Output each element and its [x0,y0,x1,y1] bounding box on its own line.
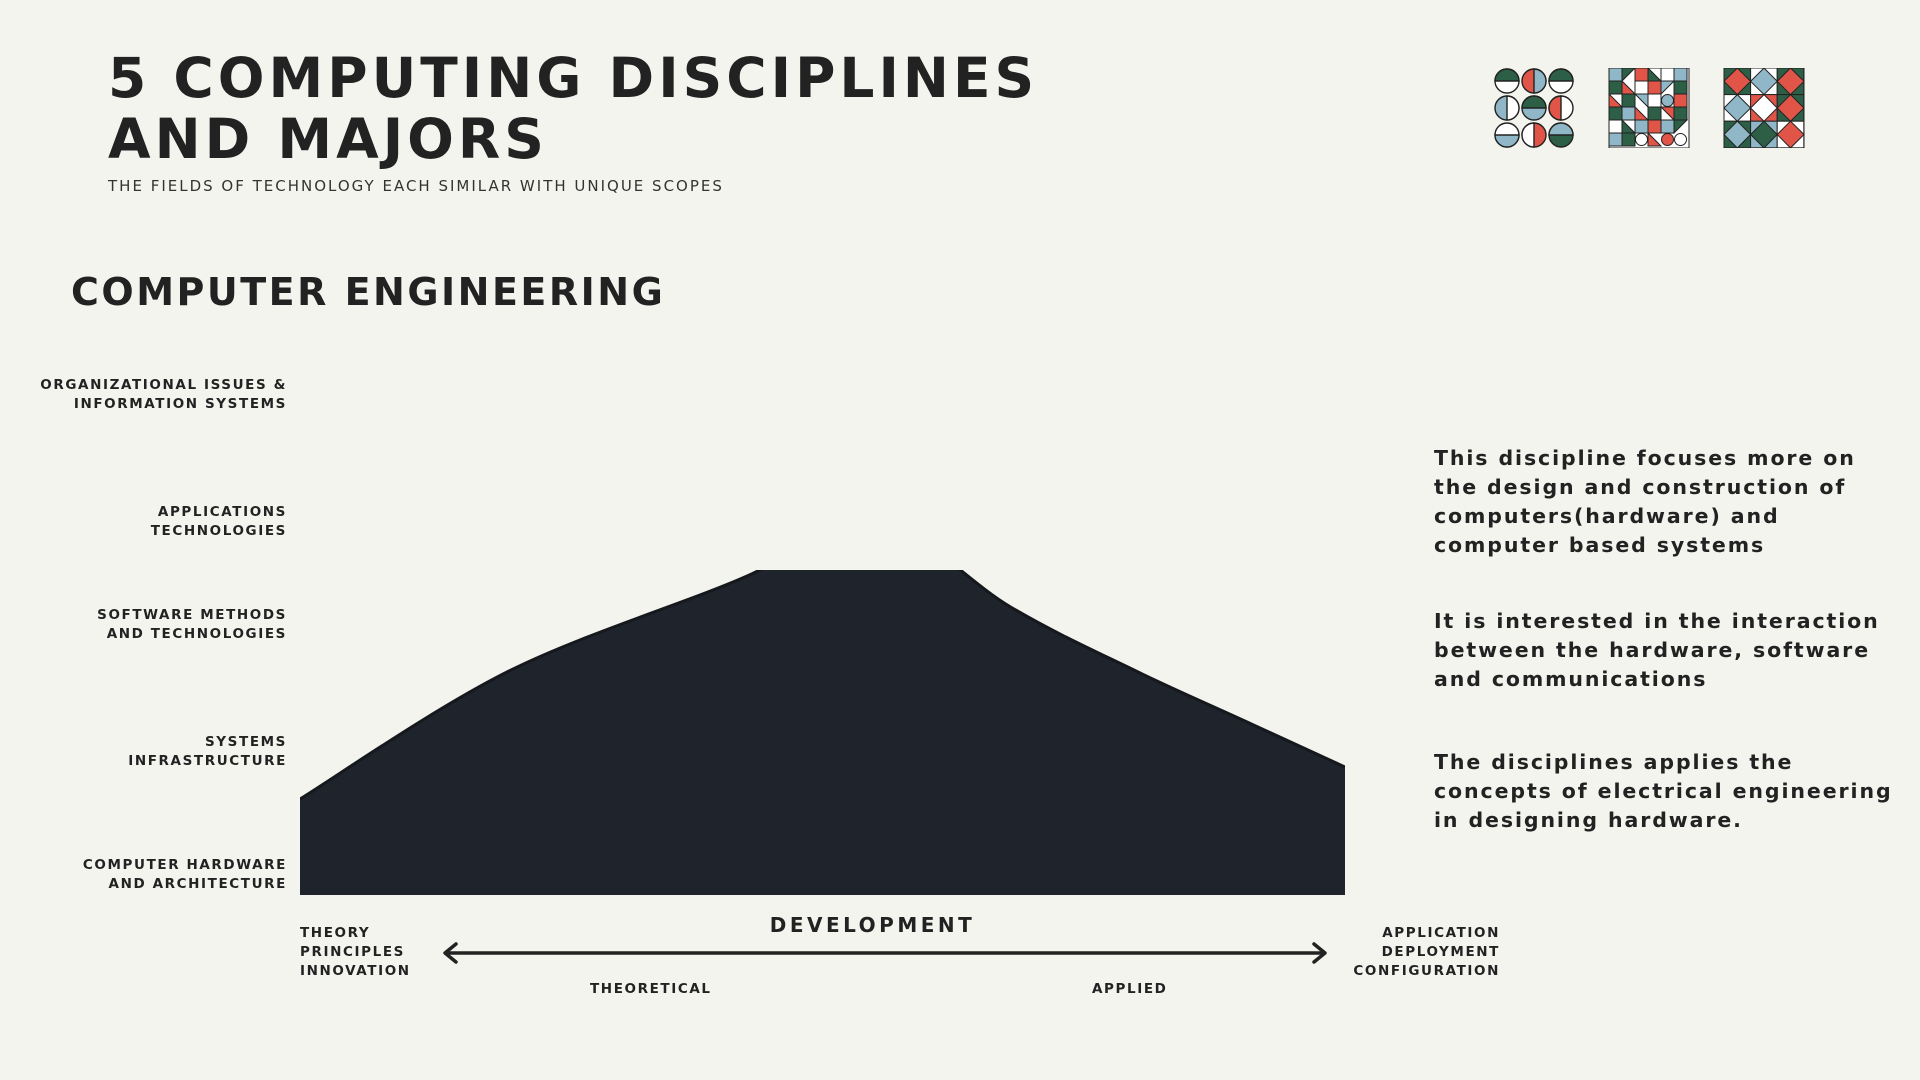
y-label-line: INFORMATION SYSTEMS [73,396,287,412]
y-label-line: INFRASTRUCTURE [128,753,287,769]
x-axis-left-line: THEORY [300,925,371,941]
x-axis-title: DEVELOPMENT [769,913,976,937]
y-label-line: AND ARCHITECTURE [108,876,287,892]
x-axis-right-label: APPLICATION DEPLOYMENT CONFIGURATION [1300,924,1500,981]
y-label-line: APPLICATIONS [157,504,287,520]
y-label-organizational: ORGANIZATIONAL ISSUES & INFORMATION SYST… [0,376,287,414]
x-axis-theoretical-label: THEORETICAL [590,981,712,997]
x-axis-left-line: INNOVATION [300,963,411,979]
x-axis-left-label: THEORY PRINCIPLES INNOVATION [300,924,411,981]
description-paragraph-1: This discipline focuses more on the desi… [1434,446,1856,557]
discipline-area-chart [300,570,1345,895]
page-subtitle: THE FIELDS OF TECHNOLOGY EACH SIMILAR WI… [108,177,724,195]
y-label-systems: SYSTEMS INFRASTRUCTURE [0,733,287,771]
description-paragraph-3: The disciplines applies the concepts of … [1434,750,1893,832]
x-axis-right-line: CONFIGURATION [1353,963,1500,979]
mountain-ridge-line [300,570,1345,801]
geometric-pattern-icon-3 [1723,68,1805,148]
y-label-software: SOFTWARE METHODS AND TECHNOLOGIES [0,606,287,644]
geometric-pattern-icon-1 [1494,68,1574,148]
y-label-hardware: COMPUTER HARDWARE AND ARCHITECTURE [0,856,287,894]
y-label-line: SOFTWARE METHODS [97,607,287,623]
description-paragraph-2: It is interested in the interaction betw… [1434,609,1880,691]
discipline-mountain-area [300,570,1345,895]
double-arrow-icon [443,942,1327,964]
decorative-patterns [1494,68,1805,148]
x-axis-right-line: DEPLOYMENT [1381,944,1500,960]
section-title: COMPUTER ENGINEERING [71,270,666,314]
y-label-applications: APPLICATIONS TECHNOLOGIES [0,503,287,541]
y-label-line: ORGANIZATIONAL ISSUES & [40,377,287,393]
y-label-line: TECHNOLOGIES [150,523,287,539]
x-axis-applied-label: APPLIED [1092,981,1168,997]
y-label-line: SYSTEMS [204,734,287,750]
page-title: 5 COMPUTING DISCIPLINES AND MAJORS [108,46,1039,171]
y-label-line: COMPUTER HARDWARE [82,857,287,873]
geometric-pattern-icon-2 [1608,68,1690,148]
x-axis-right-line: APPLICATION [1382,925,1500,941]
x-axis-left-line: PRINCIPLES [300,944,405,960]
y-label-line: AND TECHNOLOGIES [106,626,287,642]
